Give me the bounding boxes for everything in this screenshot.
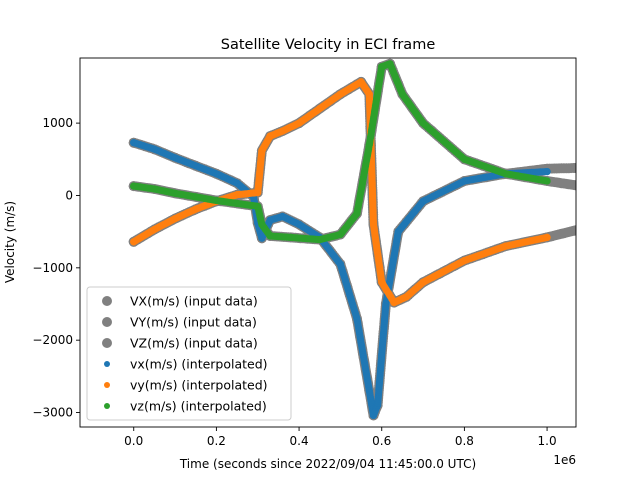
x-axis-label: Time (seconds since 2022/09/04 11:45:00.… bbox=[179, 457, 476, 471]
legend-box bbox=[86, 286, 292, 421]
x-tick-label: 0.0 bbox=[124, 434, 143, 448]
x-tick-label: 0.8 bbox=[455, 434, 474, 448]
marker bbox=[571, 225, 576, 236]
marker bbox=[571, 163, 576, 173]
y-tick-label: −3000 bbox=[32, 406, 73, 420]
marker bbox=[571, 180, 576, 191]
legend-marker bbox=[102, 338, 112, 348]
y-axis-label: Velocity (m/s) bbox=[3, 201, 17, 283]
legend-marker bbox=[102, 296, 112, 306]
marker bbox=[543, 168, 551, 176]
x-tick-label: 0.4 bbox=[290, 434, 309, 448]
x-tick-label: 0.6 bbox=[372, 434, 391, 448]
marker bbox=[543, 233, 551, 241]
legend-marker bbox=[102, 317, 112, 327]
x-tick-label: 0.2 bbox=[207, 434, 226, 448]
marker bbox=[543, 177, 551, 185]
y-tick-label: 0 bbox=[65, 188, 73, 202]
legend-label: vx(m/s) (interpolated) bbox=[130, 357, 268, 372]
legend-label: vz(m/s) (interpolated) bbox=[130, 399, 267, 414]
x-tick-label: 1.0 bbox=[538, 434, 557, 448]
series-vx-interpolated bbox=[130, 139, 551, 419]
x-axis: 0.0 0.2 0.4 0.6 0.8 1.0 bbox=[124, 427, 557, 448]
y-tick-label: −1000 bbox=[32, 261, 73, 275]
series-vz-interpolated bbox=[130, 60, 551, 244]
x-axis-offset-label: 1e6 bbox=[553, 453, 576, 467]
legend-label: VX(m/s) (input data) bbox=[130, 294, 258, 309]
legend: VX(m/s) (input data) VY(m/s) (input data)… bbox=[86, 286, 292, 421]
legend-label: VY(m/s) (input data) bbox=[130, 315, 257, 330]
y-tick-label: 1000 bbox=[42, 116, 73, 130]
y-axis: −3000 −2000 −1000 0 1000 bbox=[32, 116, 80, 420]
chart-title: Satellite Velocity in ECI frame bbox=[221, 37, 436, 53]
y-tick-label: −2000 bbox=[32, 333, 73, 347]
plot-area bbox=[128, 58, 576, 421]
legend-label: vy(m/s) (interpolated) bbox=[130, 378, 268, 393]
legend-marker bbox=[104, 382, 110, 388]
legend-label: VZ(m/s) (input data) bbox=[130, 336, 258, 351]
legend-marker bbox=[104, 403, 110, 409]
legend-marker bbox=[104, 361, 110, 367]
plot-frame bbox=[79, 57, 577, 428]
